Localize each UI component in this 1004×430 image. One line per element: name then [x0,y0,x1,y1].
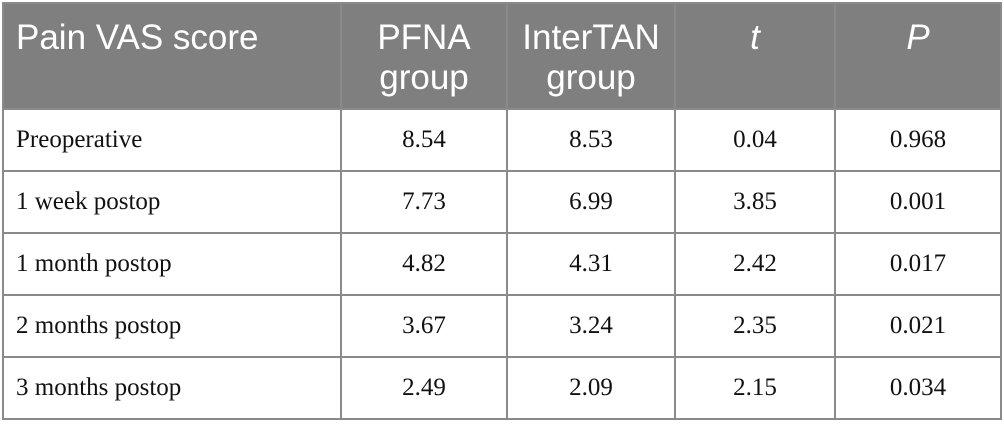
intertan-cell: 6.99 [506,170,676,234]
pfna-cell: 4.82 [340,232,508,296]
t-cell: 2.35 [674,294,836,358]
intertan-cell: 3.24 [506,294,676,358]
t-cell: 2.15 [674,356,836,420]
row-label-cell: 1 month postop [2,232,342,296]
row-label-cell: 3 months postop [2,356,342,420]
table-row: 1 week postop 7.73 6.99 3.85 0.001 [2,170,1002,234]
row-label-cell: Preoperative [2,108,342,172]
table-row: 3 months postop 2.49 2.09 2.15 0.034 [2,356,1002,420]
p-cell: 0.968 [834,108,1002,172]
header-pain-vas-score: Pain VAS score [2,2,342,110]
t-cell: 2.42 [674,232,836,296]
header-intertan-group: InterTAN group [506,2,676,110]
row-label-cell: 2 months postop [2,294,342,358]
header-t: t [674,2,836,110]
header-p: P [834,2,1002,110]
pfna-cell: 2.49 [340,356,508,420]
header-row: Pain VAS score PFNA group InterTAN group… [2,2,1002,110]
table-row: 2 months postop 3.67 3.24 2.35 0.021 [2,294,1002,358]
intertan-cell: 4.31 [506,232,676,296]
pfna-cell: 8.54 [340,108,508,172]
row-label-cell: 1 week postop [2,170,342,234]
vas-score-table: Pain VAS score PFNA group InterTAN group… [2,2,1002,420]
table-row: Preoperative 8.54 8.53 0.04 0.968 [2,108,1002,172]
pfna-cell: 3.67 [340,294,508,358]
intertan-cell: 8.53 [506,108,676,172]
t-cell: 3.85 [674,170,836,234]
p-cell: 0.034 [834,356,1002,420]
intertan-cell: 2.09 [506,356,676,420]
p-cell: 0.017 [834,232,1002,296]
p-cell: 0.001 [834,170,1002,234]
table-row: 1 month postop 4.82 4.31 2.42 0.017 [2,232,1002,296]
header-pfna-group: PFNA group [340,2,508,110]
table-body: Preoperative 8.54 8.53 0.04 0.968 1 week… [2,108,1002,420]
t-cell: 0.04 [674,108,836,172]
p-cell: 0.021 [834,294,1002,358]
pfna-cell: 7.73 [340,170,508,234]
table-header: Pain VAS score PFNA group InterTAN group… [2,2,1002,110]
